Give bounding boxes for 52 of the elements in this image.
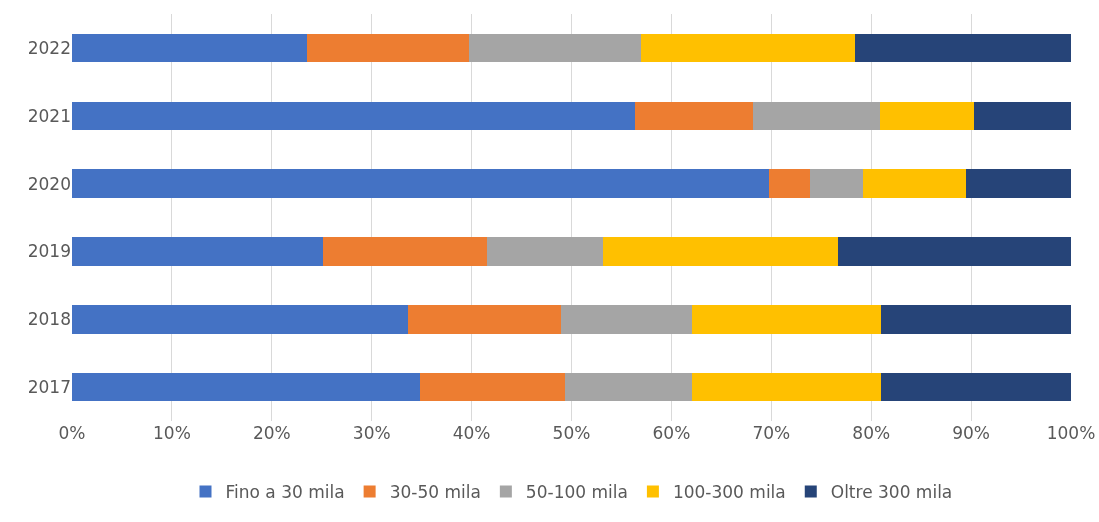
bar (72, 101, 636, 130)
bar (880, 101, 975, 130)
x-tick-label: 40% (452, 423, 491, 443)
bar (769, 169, 811, 198)
x-tick-label: 90% (952, 423, 990, 443)
x-tick-label: 50% (552, 423, 591, 443)
x-tick-label: 100% (1046, 423, 1096, 443)
legend-label: 50-100 mila (525, 482, 628, 503)
bar (881, 372, 1071, 402)
bar (635, 101, 754, 130)
bar (641, 33, 856, 63)
bar (407, 305, 561, 334)
bar (72, 169, 770, 198)
x-tick-label: 0% (58, 423, 86, 443)
bar (810, 169, 864, 198)
y-tick-label: 2020 (27, 173, 71, 194)
bar (564, 372, 693, 402)
bar (692, 372, 882, 402)
y-tick-label: 2018 (27, 309, 71, 330)
y-tick-label: 2021 (27, 105, 71, 126)
bar (966, 169, 1071, 198)
x-tick-label: 60% (652, 423, 691, 443)
bar (560, 305, 693, 334)
bar (306, 33, 469, 63)
legend-label: Oltre 300 mila (830, 482, 953, 503)
x-tick-label: 20% (252, 423, 291, 443)
legend-label: 100-300 mila (672, 482, 786, 503)
x-tick-label: 70% (752, 423, 791, 443)
x-tick-label: 30% (352, 423, 391, 443)
y-tick-label: 2019 (27, 241, 71, 262)
bar (72, 33, 307, 63)
x-tick-label: 80% (852, 423, 891, 443)
bar (72, 372, 420, 402)
bar (72, 237, 323, 266)
legend-label: 30-50 mila (389, 482, 481, 503)
bar (419, 372, 565, 402)
bar (468, 33, 642, 63)
bar (863, 169, 967, 198)
bar (881, 305, 1071, 334)
bar (974, 101, 1071, 130)
bar (838, 237, 1071, 266)
y-tick-label: 2017 (27, 377, 71, 398)
bar (72, 305, 408, 334)
legend-label: Fino a 30 mila (225, 482, 345, 503)
bar (603, 237, 839, 266)
bar (322, 237, 487, 266)
bar (753, 101, 881, 130)
y-tick-label: 2022 (27, 37, 71, 58)
bar (486, 237, 604, 266)
bar (692, 305, 882, 334)
bar (855, 33, 1071, 63)
x-tick-label: 10% (153, 423, 191, 443)
